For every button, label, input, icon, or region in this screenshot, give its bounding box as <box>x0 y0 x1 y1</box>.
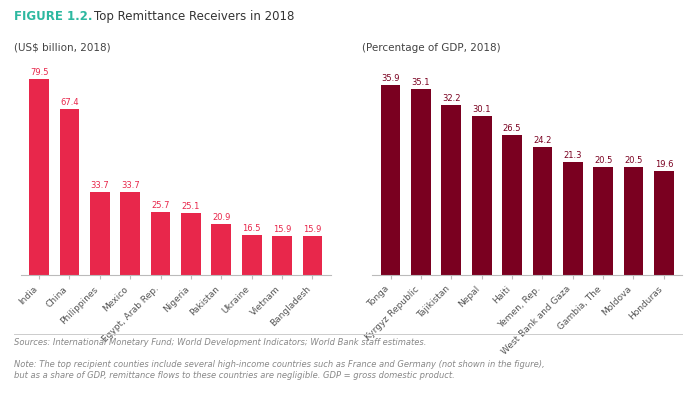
Text: 16.5: 16.5 <box>242 224 261 232</box>
Text: (Percentage of GDP, 2018): (Percentage of GDP, 2018) <box>362 43 500 53</box>
Text: 32.2: 32.2 <box>442 94 461 102</box>
Bar <box>212 224 231 275</box>
Bar <box>272 236 292 275</box>
Bar <box>151 212 171 275</box>
Bar <box>411 89 431 275</box>
Text: 20.5: 20.5 <box>594 156 612 164</box>
Text: 33.7: 33.7 <box>90 181 109 190</box>
Text: 30.1: 30.1 <box>473 104 491 114</box>
Text: FIGURE 1.2.: FIGURE 1.2. <box>14 10 93 23</box>
Text: 15.9: 15.9 <box>273 225 291 234</box>
Text: 79.5: 79.5 <box>30 68 48 77</box>
Text: 19.6: 19.6 <box>655 160 673 169</box>
Text: 21.3: 21.3 <box>564 151 582 160</box>
Bar <box>624 167 643 275</box>
Bar <box>303 236 322 275</box>
Bar <box>120 192 140 275</box>
Text: Note: The top recipient counties include several high-income countries such as F: Note: The top recipient counties include… <box>14 360 544 380</box>
Bar <box>181 213 200 275</box>
Bar <box>29 79 49 275</box>
Text: 26.5: 26.5 <box>503 124 521 133</box>
Bar <box>242 234 262 275</box>
Bar <box>472 116 491 275</box>
Text: 25.1: 25.1 <box>182 202 200 211</box>
Bar <box>593 167 613 275</box>
Text: 24.2: 24.2 <box>533 136 552 145</box>
Bar <box>503 135 522 275</box>
Text: (US$ billion, 2018): (US$ billion, 2018) <box>14 43 111 53</box>
Bar <box>90 192 110 275</box>
Text: Top Remittance Receivers in 2018: Top Remittance Receivers in 2018 <box>94 10 294 23</box>
Bar <box>532 147 552 275</box>
Text: 20.9: 20.9 <box>212 213 230 222</box>
Text: 25.7: 25.7 <box>151 201 170 210</box>
Bar <box>563 162 583 275</box>
Text: 67.4: 67.4 <box>60 98 79 107</box>
Text: Sources: International Monetary Fund; World Development Indicators; World Bank s: Sources: International Monetary Fund; Wo… <box>14 338 426 347</box>
Bar <box>60 109 79 275</box>
Text: 20.5: 20.5 <box>624 156 642 164</box>
Bar <box>441 104 461 275</box>
Text: 35.1: 35.1 <box>412 78 430 87</box>
Text: 15.9: 15.9 <box>303 225 322 234</box>
Bar <box>654 171 674 275</box>
Text: 33.7: 33.7 <box>121 181 140 190</box>
Text: 35.9: 35.9 <box>381 74 400 83</box>
Bar <box>381 85 400 275</box>
